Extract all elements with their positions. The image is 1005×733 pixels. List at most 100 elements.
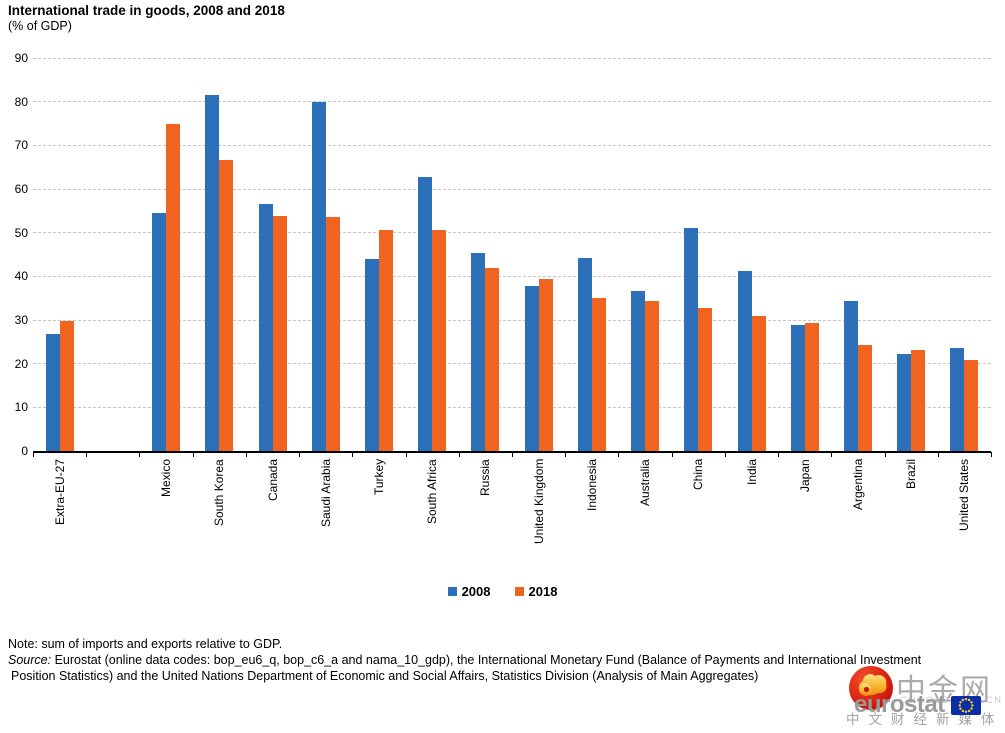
bar-2008-brazil <box>897 354 912 451</box>
x-axis-tick <box>139 452 141 457</box>
cngold-domain: CNGOLD.COM.CN <box>900 695 1003 706</box>
bar-2018-russia <box>485 268 500 451</box>
bar-2018-south-korea <box>219 160 234 451</box>
bar-2018-australia <box>645 301 660 451</box>
y-axis-tick-label: 90 <box>14 51 28 65</box>
bar-2008-argentina <box>843 301 858 451</box>
y-axis-tick-label: 30 <box>14 313 28 327</box>
eu-stars-icon <box>950 695 981 715</box>
gridline <box>33 363 991 365</box>
bar-2018-turkey <box>378 230 393 451</box>
y-axis-tick-label: 50 <box>14 225 28 240</box>
x-axis-category-label-text: Australia <box>638 459 653 506</box>
bar-2008-south-korea <box>205 95 220 451</box>
bar-2018-japan <box>804 323 819 451</box>
bar-2008-canada <box>258 204 273 451</box>
bar-2018-united-states <box>964 360 979 451</box>
x-axis-category-label: Indonesia <box>582 459 602 559</box>
x-axis-category-label: Turkey <box>369 459 389 559</box>
x-axis-category-label: South Africa <box>422 459 442 559</box>
cngold-logo-icon <box>849 666 893 710</box>
x-axis-category-label-text: Japan <box>797 459 812 492</box>
source-line2: Position Statistics) and the United Nati… <box>11 669 759 683</box>
gridline <box>33 275 991 277</box>
x-axis-line <box>33 451 991 453</box>
x-axis-category-label: Australia <box>635 459 655 559</box>
y-axis-tick-label: 70 <box>14 138 28 153</box>
bar-2008-saudi-arabia <box>311 102 326 451</box>
legend-label-2018: 2018 <box>528 584 558 599</box>
x-axis-category-label-text: Turkey <box>371 459 386 496</box>
x-axis-category-label: Russia <box>475 459 495 559</box>
bar-2008-japan <box>790 325 805 451</box>
x-axis-tick <box>458 452 460 457</box>
bar-2008-russia <box>471 253 486 451</box>
bar-2018-indonesia <box>591 298 606 451</box>
x-axis-tick <box>405 452 407 457</box>
chart-subtitle: (% of GDP) <box>8 19 72 33</box>
x-axis-category-label-text: Russia <box>478 459 493 496</box>
source-line1: Eurostat (online data codes: bop_eu6_q, … <box>54 653 922 667</box>
bar-2008-united-kingdom <box>524 286 539 451</box>
x-axis-category-label-text: Mexico <box>159 459 174 498</box>
x-axis-category-label-text: Indonesia <box>584 459 599 512</box>
x-axis-tick <box>778 452 780 457</box>
x-axis-category-label-text: Saudi Arabia <box>318 459 333 528</box>
x-axis-category-label: Mexico <box>156 459 176 559</box>
eurostat-logo: eurostat <box>854 691 981 719</box>
bar-2018-saudi-arabia <box>325 217 340 451</box>
bar-2008-indonesia <box>577 258 592 451</box>
x-axis-tick <box>724 452 726 457</box>
x-axis-category-label-text: India <box>744 459 759 486</box>
x-axis-tick <box>192 452 194 457</box>
bar-2008-turkey <box>364 259 379 451</box>
legend-label-2008: 2008 <box>461 584 491 599</box>
legend-item-2008: 2008 <box>447 584 491 599</box>
bar-2018-mexico <box>166 124 181 451</box>
x-axis-category-label: United Kingdom <box>529 459 549 559</box>
bar-chart-plot-area: 0 10 20 30 40 50 60 70 80 90 Extra-EU-27 Mexico Sout… <box>14 51 992 559</box>
y-axis-tick-label: 80 <box>14 94 28 109</box>
x-axis-category-label-text: South Korea <box>212 459 227 526</box>
bar-2008-united-states <box>950 348 965 451</box>
x-axis-tick <box>245 452 247 457</box>
bar-2018-extra-eu-27 <box>59 321 74 451</box>
x-axis-tick <box>937 452 939 457</box>
gridline <box>33 57 991 59</box>
x-axis-category-label-text: Argentina <box>850 459 865 511</box>
x-axis-category-label: Argentina <box>848 459 868 559</box>
bar-2008-mexico <box>152 213 167 451</box>
x-axis-category-label-text: Extra-EU-27 <box>52 459 67 526</box>
x-axis-tick <box>991 452 992 457</box>
eurostat-logo-text: eurostat <box>854 691 945 718</box>
x-axis-category-label: Saudi Arabia <box>316 459 336 559</box>
bar-2008-south-africa <box>418 177 433 451</box>
x-axis-category-label: Japan <box>795 459 815 559</box>
bar-2018-argentina <box>857 345 872 451</box>
x-axis-tick <box>299 452 301 457</box>
bar-2018-china <box>698 308 713 451</box>
bar-2018-canada <box>272 216 287 451</box>
y-axis-tick-label: 40 <box>14 269 28 284</box>
bar-2018-south-africa <box>432 230 447 451</box>
y-axis-tick-label: 60 <box>14 182 28 196</box>
gridline <box>33 101 991 103</box>
x-axis-category-label: South Korea <box>209 459 229 559</box>
source-label: Source: <box>8 653 52 667</box>
x-axis-tick <box>618 452 620 457</box>
bar-2018-brazil <box>911 350 926 451</box>
x-axis-tick <box>33 452 34 457</box>
gridline <box>33 144 991 146</box>
legend-item-2018: 2018 <box>514 584 558 599</box>
chart-title: International trade in goods, 2008 and 2… <box>8 3 285 18</box>
x-axis-category-label: Canada <box>263 459 283 559</box>
legend-swatch-2008 <box>447 587 457 596</box>
legend-swatch-2018 <box>514 587 524 596</box>
y-axis-tick-label: 10 <box>14 400 28 415</box>
x-axis-tick <box>86 452 88 457</box>
x-axis-tick <box>512 452 513 457</box>
bar-2018-india <box>751 316 766 451</box>
source-text: Source: Eurostat (online data codes: bop… <box>8 652 928 684</box>
bar-2008-australia <box>631 291 646 451</box>
